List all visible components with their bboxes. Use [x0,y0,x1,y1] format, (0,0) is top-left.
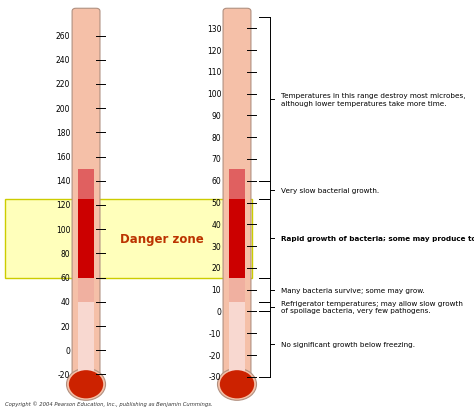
Text: Copyright © 2004 Pearson Education, Inc., publishing as Benjamin Cummings.: Copyright © 2004 Pearson Education, Inc.… [5,400,212,406]
Text: Many bacteria survive; some may grow.: Many bacteria survive; some may grow. [281,287,425,293]
Text: 30: 30 [211,242,221,251]
Text: Danger zone: Danger zone [119,232,203,245]
Circle shape [69,370,103,398]
Bar [78,302,94,393]
Text: 110: 110 [207,68,221,77]
Text: 90: 90 [211,112,221,121]
Text: Temperatures in this range destroy most microbes,
although lower temperatures ta: Temperatures in this range destroy most … [281,93,465,107]
Bar [228,169,246,200]
Text: No significant growth below freezing.: No significant growth below freezing. [281,342,415,347]
Text: 20: 20 [61,322,70,331]
Text: 0: 0 [65,346,70,355]
Text: 100: 100 [56,225,70,234]
Text: 140: 140 [56,177,70,186]
Text: 130: 130 [207,25,221,34]
Text: Rapid growth of bacteria; some may produce toxins.: Rapid growth of bacteria; some may produ… [281,236,474,242]
Text: 60: 60 [211,177,221,186]
Bar [228,302,246,393]
Text: Refrigerator temperatures; may allow slow growth
of spoilage bacteria, very few : Refrigerator temperatures; may allow slo… [281,300,463,314]
Text: 40: 40 [61,298,70,307]
Text: 240: 240 [56,56,70,65]
Text: 20: 20 [211,264,221,273]
Text: 50: 50 [211,199,221,207]
Text: 200: 200 [56,104,70,113]
Bar [228,278,246,302]
Text: 220: 220 [56,80,70,89]
Text: 180: 180 [56,128,70,137]
Text: Very slow bacterial growth.: Very slow bacterial growth. [281,187,379,193]
Text: -10: -10 [209,329,221,338]
Text: 40: 40 [211,220,221,229]
Text: 80: 80 [61,249,70,258]
Circle shape [66,369,106,400]
Text: 100: 100 [207,90,221,99]
Bar [78,200,94,278]
Bar [78,169,94,200]
Text: -20: -20 [209,351,221,360]
Bar [78,278,94,302]
Bar [5,200,252,278]
Text: -30: -30 [209,373,221,382]
Circle shape [220,370,254,398]
Text: 60: 60 [61,274,70,282]
FancyBboxPatch shape [72,9,100,387]
Circle shape [218,369,256,400]
Text: 120: 120 [56,201,70,210]
Text: 260: 260 [56,32,70,41]
Bar [228,200,246,278]
Text: 120: 120 [207,47,221,55]
Text: 70: 70 [211,155,221,164]
FancyBboxPatch shape [223,9,251,387]
Text: 80: 80 [211,133,221,142]
Text: 0: 0 [216,307,221,316]
Text: -20: -20 [58,370,70,379]
Text: 10: 10 [211,285,221,294]
Text: 160: 160 [56,153,70,162]
